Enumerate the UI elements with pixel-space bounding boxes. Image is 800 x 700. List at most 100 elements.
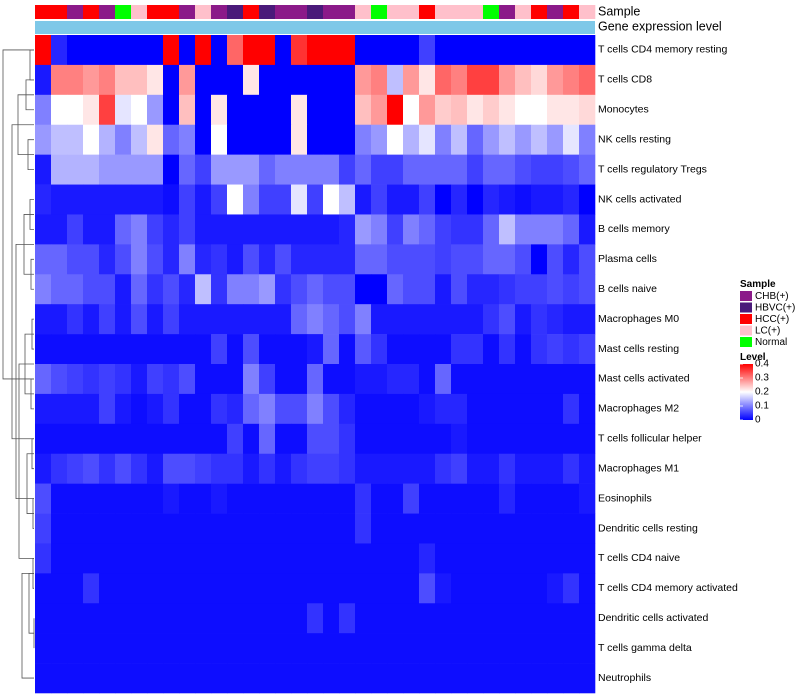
heatmap-cell: [547, 364, 564, 395]
level-legend-title: Level: [740, 352, 766, 363]
heatmap-cell: [211, 513, 228, 544]
heatmap-cell: [419, 334, 436, 365]
heatmap-cell: [275, 124, 292, 155]
heatmap-cell: [531, 334, 548, 365]
sample-annotation-cell: [419, 5, 436, 19]
heatmap-cell: [435, 274, 452, 305]
heatmap-cell: [515, 393, 532, 425]
heatmap-cell: [147, 244, 164, 275]
heatmap-cell: [403, 633, 420, 664]
heatmap-cell: [547, 633, 564, 664]
heatmap-cell: [499, 274, 516, 305]
heatmap-cell: [51, 64, 68, 96]
heatmap-cell: [451, 274, 468, 305]
heatmap-cell: [371, 334, 388, 365]
heatmap-cell: [467, 663, 484, 694]
heatmap-cell: [51, 633, 68, 664]
heatmap-cell: [179, 423, 196, 455]
heatmap-cell: [403, 364, 420, 395]
heatmap-cell: [115, 513, 132, 544]
heatmap-cell: [403, 453, 420, 484]
heatmap-cell: [83, 274, 100, 305]
heatmap-cell: [435, 393, 452, 425]
heatmap-cell: [339, 244, 356, 275]
heatmap-cell: [83, 334, 100, 365]
heatmap-cell: [163, 334, 180, 365]
sample-annotation-cell: [163, 5, 180, 19]
sample-annotation-cell: [531, 5, 548, 19]
dendrogram-branch: [26, 453, 34, 514]
heatmap-cell: [403, 64, 420, 96]
heatmap-cell: [403, 304, 420, 335]
heatmap-cell: [547, 663, 564, 694]
heatmap-cell: [243, 184, 260, 215]
heatmap-cell: [67, 453, 84, 484]
heatmap-cell: [147, 334, 164, 365]
heatmap-cell: [307, 543, 324, 574]
heatmap-cell: [563, 513, 580, 544]
heatmap-cell: [467, 543, 484, 574]
heatmap-cell: [211, 64, 228, 96]
heatmap-cell: [131, 64, 148, 96]
heatmap-cell: [371, 35, 388, 66]
heatmap-cell: [131, 633, 148, 664]
sample-annotation-cell: [547, 5, 564, 19]
heatmap-cell: [323, 304, 340, 335]
heatmap-cell: [403, 663, 420, 694]
heatmap-cell: [563, 483, 580, 514]
heatmap-cell: [131, 364, 148, 395]
heatmap-cell: [579, 364, 596, 395]
heatmap-cell: [483, 513, 500, 544]
heatmap-cell: [355, 244, 372, 275]
heatmap-cell: [67, 184, 84, 215]
heatmap-cell: [51, 513, 68, 544]
row-dendrogram: [2, 49, 35, 679]
heatmap-cell: [355, 154, 372, 185]
heatmap-cell: [339, 304, 356, 335]
heatmap-cell: [147, 543, 164, 574]
heatmap-cell: [499, 543, 516, 574]
heatmap-cell: [179, 633, 196, 664]
heatmap-cell: [451, 573, 468, 604]
heatmap-cell: [451, 64, 468, 96]
heatmap-cell: [147, 304, 164, 335]
heatmap-cell: [371, 214, 388, 245]
heatmap-cell: [563, 543, 580, 574]
heatmap-cell: [243, 244, 260, 275]
heatmap-cell: [163, 543, 180, 574]
heatmap-cell: [35, 663, 52, 694]
heatmap-cell: [467, 483, 484, 514]
heatmap-cell: [51, 124, 68, 155]
heatmap-cell: [147, 35, 164, 66]
heatmap-cell: [291, 543, 308, 574]
heatmap-cell: [115, 244, 132, 275]
heatmap-cell: [163, 214, 180, 245]
heatmap-cell: [195, 603, 212, 634]
heatmap-cell: [323, 214, 340, 245]
heatmap-cell: [115, 214, 132, 245]
sample-annotation-cell: [275, 5, 292, 19]
heatmap-cell: [531, 483, 548, 514]
sample-annotation-cell: [291, 5, 308, 19]
heatmap-cell: [483, 214, 500, 245]
heatmap-cell: [499, 334, 516, 365]
heatmap-cell: [499, 244, 516, 275]
heatmap-cell: [163, 453, 180, 484]
heatmap-cell: [371, 274, 388, 305]
sample-annotation-cell: [515, 5, 532, 19]
heatmap-cell: [387, 663, 404, 694]
heatmap-cell: [35, 214, 52, 245]
heatmap-cell: [147, 573, 164, 604]
heatmap-cell: [179, 274, 196, 305]
heatmap-cell: [371, 124, 388, 155]
heatmap-cell: [451, 513, 468, 544]
heatmap-cell: [67, 393, 84, 425]
heatmap-cell: [83, 513, 100, 544]
heatmap-cell: [579, 94, 596, 126]
heatmap-cell: [579, 513, 596, 544]
heatmap-cell: [243, 334, 260, 365]
heatmap-cell: [35, 483, 52, 514]
heatmap-cell: [339, 154, 356, 185]
heatmap-cell: [483, 334, 500, 365]
heatmap-cell: [99, 35, 116, 66]
